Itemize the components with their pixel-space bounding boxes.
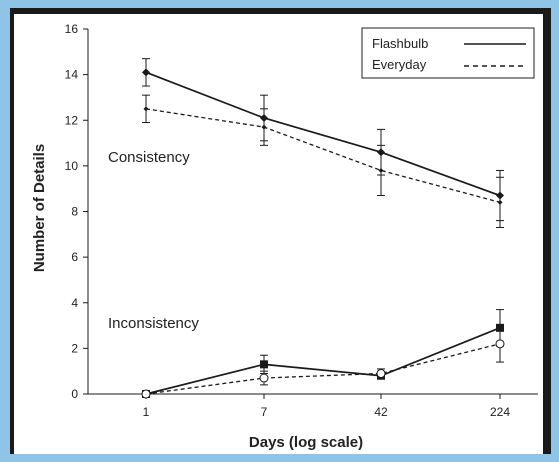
data-point-square [260,360,268,369]
series-flashbulb-consistency [142,58,504,222]
y-tick-label: 0 [71,387,78,401]
series-everyday-consistency [142,94,504,228]
annotation-inconsistency: Inconsistency [108,315,199,332]
y-tick-label: 4 [71,296,78,310]
y-tick-label: 2 [71,341,78,355]
legend-label-flashbulb: Flashbulb [372,36,428,51]
y-axis-ticks: 0 2 4 6 8 10 12 14 16 [65,22,88,401]
x-tick-label: 7 [261,405,268,419]
series-line [145,327,501,395]
y-tick-label: 10 [65,159,79,173]
y-tick-label: 12 [65,113,79,127]
x-tick-label: 1 [143,405,150,419]
data-point-circle [141,389,151,399]
series-line [145,108,501,204]
x-axis-ticks: 1 7 42 224 [143,394,510,419]
legend-box [361,27,535,79]
x-axis-title: Days (log scale) [249,434,363,451]
y-tick-label: 14 [65,68,79,82]
data-point-diamond [261,124,267,130]
data-point-diamond [142,68,150,77]
x-tick-label: 42 [374,405,388,419]
data-point-circle [259,373,269,383]
data-point-diamond [143,106,149,112]
series-line [145,71,501,197]
data-point-circle [376,368,386,378]
data-point-circle [495,339,505,349]
annotation-consistency: Consistency [108,149,190,166]
y-tick-label: 16 [65,22,79,36]
series-line [145,343,501,395]
data-point-diamond [497,199,503,205]
data-point-diamond [378,167,384,173]
legend: Flashbulb Everyday [361,27,535,79]
series-layer [141,58,505,399]
series-everyday-inconsistency [141,325,505,399]
x-tick-label: 224 [490,405,510,419]
y-axis-title: Number of Details [31,144,48,272]
y-tick-label: 8 [71,205,78,219]
y-tick-label: 6 [71,250,78,264]
legend-label-everyday: Everyday [372,57,427,72]
